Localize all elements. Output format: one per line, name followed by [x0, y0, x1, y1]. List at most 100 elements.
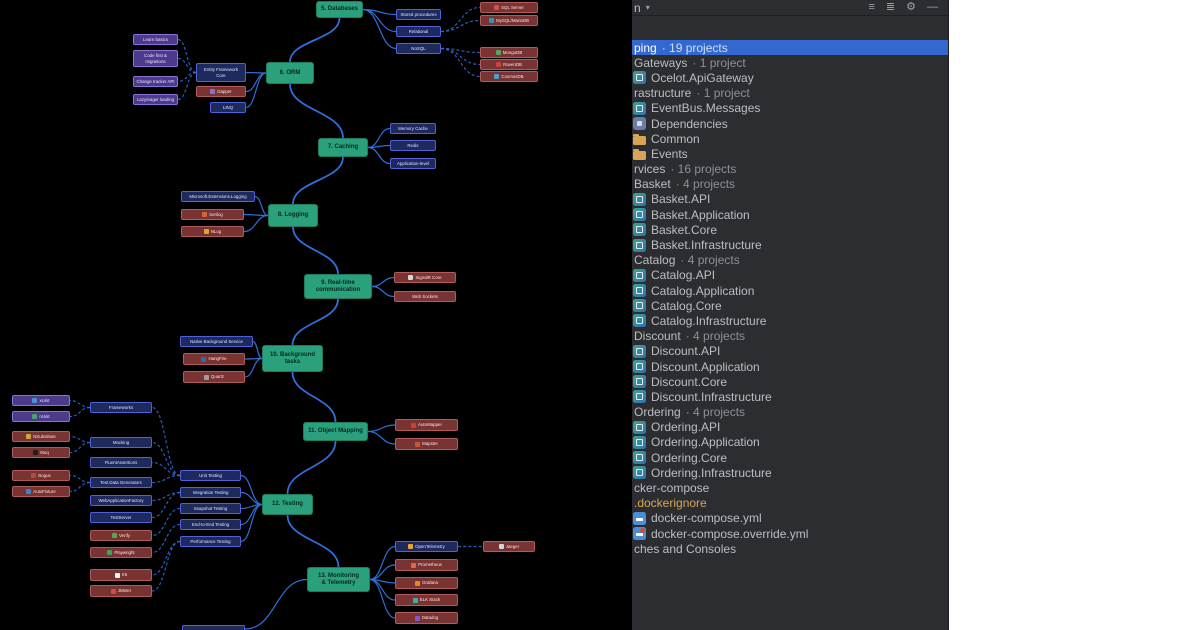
map-node-serilog[interactable]: Serilog [181, 209, 244, 220]
tree-row[interactable]: rastructure · 1 project [632, 86, 948, 101]
map-node-applevel[interactable]: Application-level [390, 158, 436, 169]
tree-row[interactable]: Common [632, 131, 948, 146]
map-node-signalr[interactable]: SignalR Core [394, 272, 456, 283]
tree-row[interactable]: Catalog.Infrastructure [632, 313, 948, 328]
map-node-relational[interactable]: Relational [396, 26, 441, 37]
tree-row[interactable]: cker-compose [632, 480, 948, 495]
map-node-mel[interactable]: Microsoft.Extensions.Logging [181, 191, 255, 202]
tree-row[interactable]: Ocelot.ApiGateway [632, 70, 948, 85]
map-node-ravendb[interactable]: RavenDB [480, 59, 538, 70]
map-node-verify[interactable]: Verify [90, 530, 152, 541]
map-node-fluentassertions[interactable]: FluentAssertions [90, 457, 152, 468]
tree-row[interactable]: rvices · 16 projects [632, 162, 948, 177]
map-node-otel[interactable]: OpenTelemetry [395, 541, 458, 552]
map-node-xunit[interactable]: xUnit [12, 395, 70, 406]
tree-row[interactable]: Discount · 4 projects [632, 329, 948, 344]
tree-row[interactable]: ches and Consoles [632, 541, 948, 556]
map-node-nsubstitute[interactable]: NSubstitute [12, 431, 70, 442]
map-node-automapper[interactable]: AutoMapper [395, 419, 458, 431]
tree-row[interactable]: Ordering.Application [632, 435, 948, 450]
map-node-sec6[interactable]: 6. ORM [266, 62, 314, 84]
tree-row[interactable]: Discount.API [632, 344, 948, 359]
tree-row[interactable]: Catalog.API [632, 268, 948, 283]
map-node-partial[interactable] [182, 625, 245, 630]
tree-row[interactable]: Basket.Infrastructure [632, 237, 948, 252]
map-node-sqlserver[interactable]: SQL Server [480, 2, 538, 13]
tree-row[interactable]: Ordering.API [632, 420, 948, 435]
collapse-all-icon[interactable]: ≣ [885, 1, 896, 13]
map-node-sec5[interactable]: 5. Databases [316, 1, 363, 18]
map-node-sec9[interactable]: 9. Real-time communication [304, 274, 372, 299]
map-node-playwright[interactable]: Playwright [90, 547, 152, 558]
tree-row[interactable]: Discount.Core [632, 374, 948, 389]
tree-row[interactable]: Basket.API [632, 192, 948, 207]
tree-row[interactable]: Catalog · 4 projects [632, 253, 948, 268]
map-node-lazyeager[interactable]: Lazy/eager loading [133, 94, 178, 105]
map-node-mysql[interactable]: MySQL/MariaDB [480, 15, 538, 26]
map-node-sec13[interactable]: 13. Monitoring & Telemetry [307, 567, 370, 592]
settings-gear-icon[interactable]: ⚙ [906, 1, 916, 13]
map-node-nlog[interactable]: NLog [181, 226, 244, 237]
map-node-linq[interactable]: LINQ [210, 102, 246, 113]
tree-row[interactable]: ping · 19 projects [632, 40, 948, 56]
map-node-sec7[interactable]: 7. Caching [318, 138, 368, 157]
map-node-moq[interactable]: Moq [12, 447, 70, 458]
map-node-sec12[interactable]: 12. Testing [262, 494, 313, 515]
map-node-memcache[interactable]: Memory Cache [390, 123, 436, 134]
tree-row[interactable]: Ordering · 4 projects [632, 405, 948, 420]
map-node-snapshottesting[interactable]: Snapshot Testing [180, 503, 241, 514]
map-node-integrationtesting[interactable]: Integration Testing [180, 487, 241, 498]
tree-row[interactable]: Basket.Core [632, 222, 948, 237]
tree-row[interactable]: Discount.Infrastructure [632, 389, 948, 404]
tree-row[interactable]: Basket.Application [632, 207, 948, 222]
map-node-sec8[interactable]: 8. Logging [268, 204, 318, 227]
map-node-testserver[interactable]: TestServer [90, 512, 152, 523]
map-node-unittesting[interactable]: Unit Testing [180, 470, 241, 481]
map-node-mocking[interactable]: Mocking [90, 437, 152, 448]
map-node-testdatagen[interactable]: Test Data Generators [90, 477, 152, 488]
tree-row[interactable]: Ordering.Infrastructure [632, 465, 948, 480]
tree-row[interactable]: Gateways · 1 project [632, 55, 948, 70]
map-node-codefirst[interactable]: Code first & migrations [133, 50, 178, 67]
map-node-sec10[interactable]: 10. Background tasks [262, 345, 323, 372]
map-node-mapster[interactable]: Mapster [395, 438, 458, 450]
map-node-webappfactory[interactable]: WebApplicationFactory [90, 495, 152, 506]
map-node-frameworks[interactable]: Frameworks [90, 402, 152, 413]
solution-title-dropdown[interactable]: n ▾ [634, 1, 650, 15]
map-node-bogus[interactable]: Bogus [12, 470, 70, 481]
map-node-redis[interactable]: Redis [390, 140, 436, 151]
tree-row[interactable]: Catalog.Application [632, 283, 948, 298]
tree-row[interactable]: Ordering.Core [632, 450, 948, 465]
map-node-dapper[interactable]: Dapper [196, 86, 246, 97]
map-node-elk[interactable]: ELK Stack [395, 594, 458, 606]
map-node-jmeter[interactable]: JMeter [90, 585, 152, 597]
tree-row[interactable]: Dependencies [632, 116, 948, 131]
tree-row[interactable]: Catalog.Core [632, 298, 948, 313]
map-node-storedproc[interactable]: Stored procedures [396, 9, 441, 20]
map-node-perftesting[interactable]: Performance Testing [180, 536, 241, 547]
map-node-grafana[interactable]: Grafana [395, 577, 458, 589]
map-node-datadog[interactable]: Datadog [395, 612, 458, 624]
tree-row[interactable]: Basket · 4 projects [632, 177, 948, 192]
map-node-mongodb[interactable]: MongoDB [480, 47, 538, 58]
tree-row[interactable]: EventBus.Messages [632, 101, 948, 116]
map-node-nunit[interactable]: nUnit [12, 411, 70, 422]
map-node-nativebg[interactable]: Native Background Service [180, 336, 253, 347]
map-node-sec11[interactable]: 11. Object Mapping [303, 422, 368, 441]
expand-all-icon[interactable]: ≡ [868, 1, 875, 13]
map-node-websockets[interactable]: Web Sockets [394, 291, 456, 302]
map-node-quartz[interactable]: Quartz [183, 371, 245, 383]
tree-row[interactable]: docker-compose.override.yml [632, 526, 948, 541]
map-node-cosmosdb[interactable]: CosmosDB [480, 71, 538, 82]
map-node-efcore[interactable]: Entity Framework Core [196, 63, 246, 82]
tree-row[interactable]: Discount.Application [632, 359, 948, 374]
map-node-e2etesting[interactable]: End-to-End Testing [180, 519, 241, 530]
map-node-autofixture[interactable]: AutoFixture [12, 486, 70, 497]
map-node-changetracker[interactable]: Change tracker API [133, 76, 178, 87]
tree-row[interactable]: .dockerignore [632, 496, 948, 511]
map-node-hangfire[interactable]: HangFire [183, 353, 245, 365]
map-node-nosql[interactable]: NoSQL [396, 43, 441, 54]
map-node-k6[interactable]: K6 [90, 569, 152, 581]
map-node-prometheus[interactable]: Prometheus [395, 559, 458, 571]
tree-row[interactable]: docker-compose.yml [632, 511, 948, 526]
